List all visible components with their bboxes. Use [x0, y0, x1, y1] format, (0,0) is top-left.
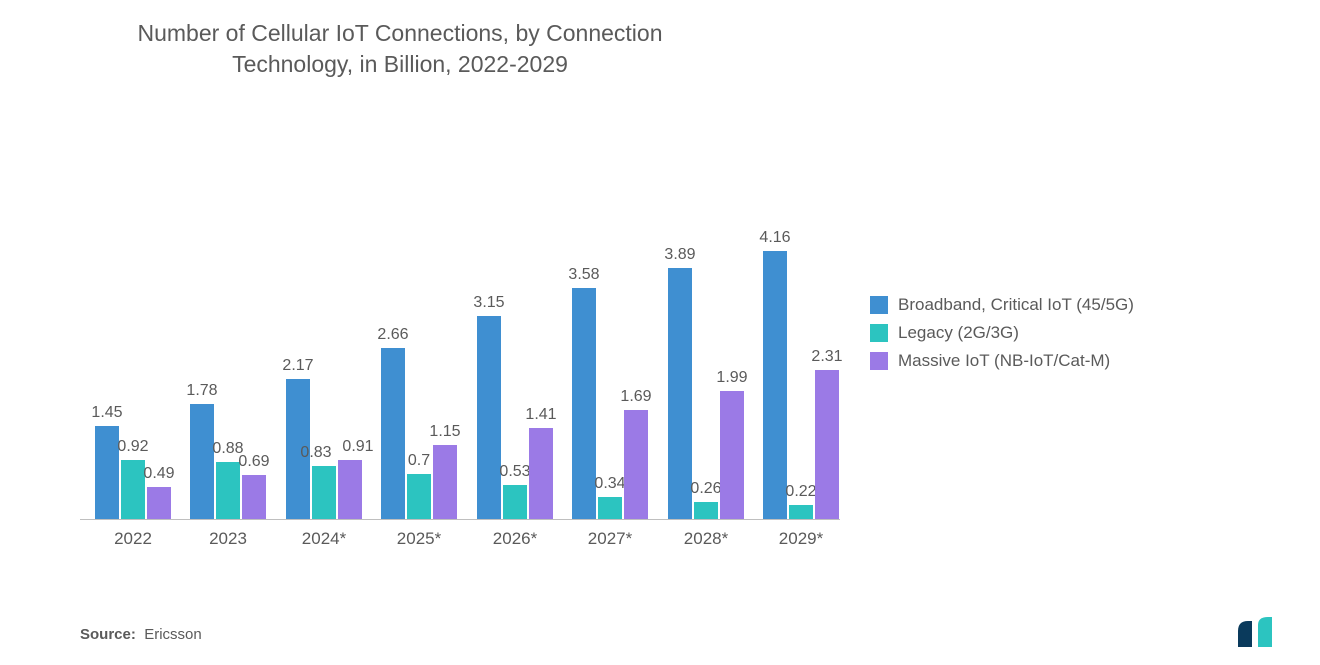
- bar-value-label: 1.69: [620, 388, 651, 406]
- bar-value-label: 0.26: [690, 480, 721, 498]
- chart-title: Number of Cellular IoT Connections, by C…: [80, 18, 720, 80]
- bar-value-label: 0.34: [594, 475, 625, 493]
- x-axis-label: 2027*: [588, 529, 632, 549]
- bar: 1.15: [433, 445, 457, 519]
- x-axis-label: 2024*: [302, 529, 346, 549]
- source-line: Source: Ericsson: [80, 626, 202, 643]
- plot-area: 1.450.920.4920221.780.880.6920232.170.83…: [80, 230, 840, 520]
- bar-value-label: 0.7: [408, 452, 430, 470]
- bar: 1.69: [624, 410, 648, 519]
- bar-group: 1.780.880.692023: [187, 404, 269, 519]
- bar-group: 1.450.920.492022: [92, 426, 174, 519]
- bar: 0.92: [121, 460, 145, 519]
- bar-value-label: 0.92: [117, 438, 148, 456]
- legend-swatch: [870, 352, 888, 370]
- legend-label: Massive IoT (NB-IoT/Cat-M): [898, 351, 1110, 371]
- bar-value-label: 1.41: [525, 406, 556, 424]
- x-axis-label: 2022: [114, 529, 152, 549]
- legend-item: Legacy (2G/3G): [870, 323, 1134, 343]
- bar-value-label: 0.53: [499, 463, 530, 481]
- bar-value-label: 3.15: [473, 294, 504, 312]
- bar: 3.58: [572, 288, 596, 519]
- bar: 0.26: [694, 502, 718, 519]
- bar: 3.89: [668, 268, 692, 519]
- bar: 0.88: [216, 462, 240, 519]
- bar-value-label: 1.15: [429, 423, 460, 441]
- bar-group: 2.660.71.152025*: [378, 348, 460, 519]
- legend-label: Broadband, Critical IoT (45/5G): [898, 295, 1134, 315]
- bar-value-label: 0.22: [785, 483, 816, 501]
- legend-item: Massive IoT (NB-IoT/Cat-M): [870, 351, 1134, 371]
- bar: 1.41: [529, 428, 553, 519]
- bar-value-label: 2.66: [377, 326, 408, 344]
- brand-logo: [1232, 617, 1282, 647]
- bar-value-label: 2.17: [282, 357, 313, 375]
- bar-group: 4.160.222.312029*: [760, 251, 842, 519]
- bar-value-label: 1.99: [716, 369, 747, 387]
- bar: 2.66: [381, 348, 405, 519]
- bar: 1.45: [95, 426, 119, 519]
- bar: 0.49: [147, 487, 171, 519]
- legend-swatch: [870, 296, 888, 314]
- bar-value-label: 3.58: [568, 266, 599, 284]
- source-value: Ericsson: [144, 626, 202, 643]
- x-axis-label: 2029*: [779, 529, 823, 549]
- bar: 0.34: [598, 497, 622, 519]
- bar-value-label: 0.91: [342, 438, 373, 456]
- bar-group: 2.170.830.912024*: [283, 379, 365, 519]
- bar-value-label: 1.45: [91, 404, 122, 422]
- legend-item: Broadband, Critical IoT (45/5G): [870, 295, 1134, 315]
- bar: 0.53: [503, 485, 527, 519]
- bar: 4.16: [763, 251, 787, 519]
- bar-group: 3.890.261.992028*: [665, 268, 747, 519]
- legend-swatch: [870, 324, 888, 342]
- legend-label: Legacy (2G/3G): [898, 323, 1019, 343]
- bar-value-label: 4.16: [759, 229, 790, 247]
- bar-group: 3.580.341.692027*: [569, 288, 651, 519]
- source-label: Source:: [80, 626, 136, 643]
- bar: 0.22: [789, 505, 813, 519]
- bar-value-label: 1.78: [186, 382, 217, 400]
- x-axis-label: 2025*: [397, 529, 441, 549]
- bar: 1.99: [720, 391, 744, 519]
- bar-value-label: 0.69: [238, 453, 269, 471]
- x-axis-label: 2026*: [493, 529, 537, 549]
- bar: 0.83: [312, 466, 336, 519]
- bar: 2.31: [815, 370, 839, 519]
- x-axis-label: 2023: [209, 529, 247, 549]
- x-axis-label: 2028*: [684, 529, 728, 549]
- bar-group: 3.150.531.412026*: [474, 316, 556, 519]
- bar: 0.69: [242, 475, 266, 519]
- legend: Broadband, Critical IoT (45/5G) Legacy (2…: [870, 295, 1134, 379]
- bar: 0.7: [407, 474, 431, 519]
- bar: 1.78: [190, 404, 214, 519]
- bar-value-label: 2.31: [811, 348, 842, 366]
- bar: 3.15: [477, 316, 501, 519]
- bar-value-label: 0.49: [143, 465, 174, 483]
- bar: 0.91: [338, 460, 362, 519]
- bar-value-label: 3.89: [664, 246, 695, 264]
- bar-value-label: 0.83: [300, 444, 331, 462]
